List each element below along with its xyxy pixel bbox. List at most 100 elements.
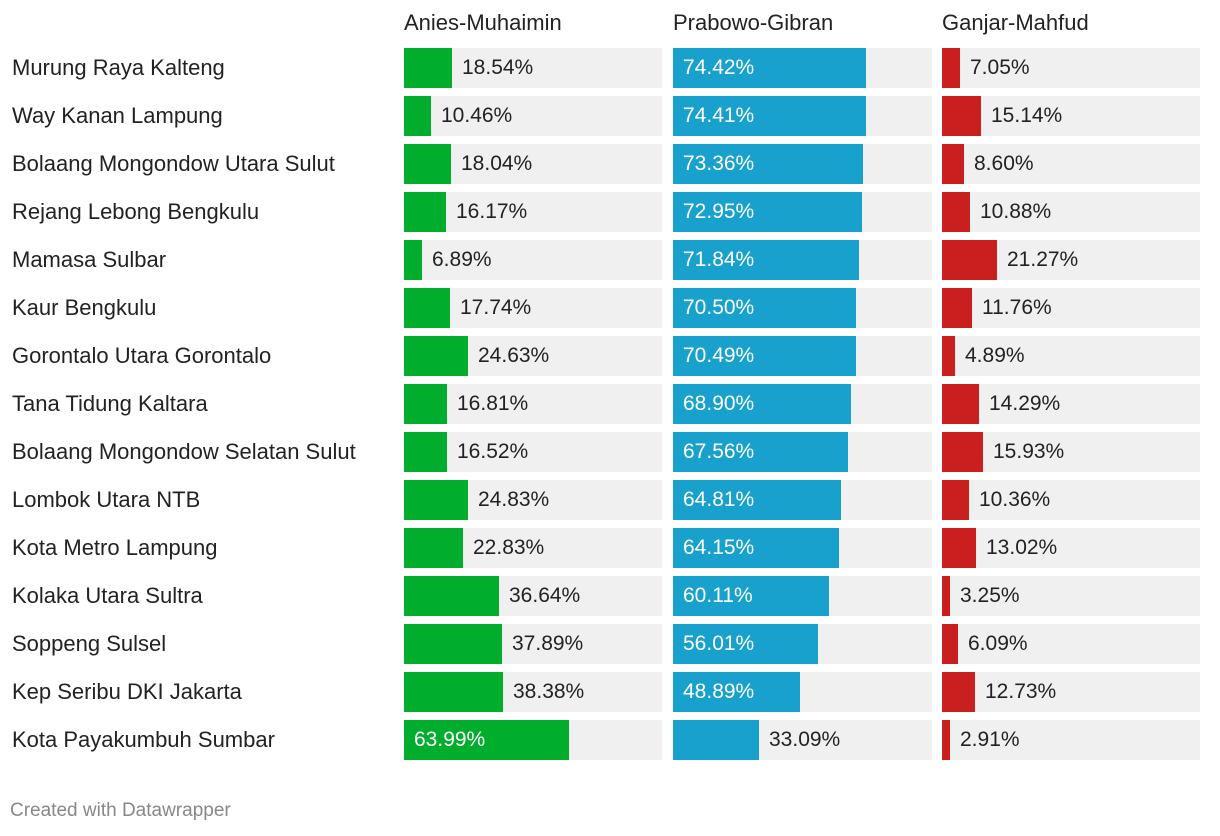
bar-prabowo-gibran xyxy=(673,192,862,232)
bar-anies-muhaimin xyxy=(404,192,446,232)
bar-ganjar-mahfud xyxy=(942,528,976,568)
bar-track-anies-muhaimin: 38.38% xyxy=(404,672,662,712)
value-label-anies-muhaimin: 18.54% xyxy=(462,56,534,79)
value-label-anies-muhaimin: 38.38% xyxy=(513,680,585,703)
bar-track-ganjar-mahfud: 15.14% xyxy=(942,96,1200,136)
bar-ganjar-mahfud xyxy=(942,96,981,136)
value-label-anies-muhaimin: 22.83% xyxy=(473,536,545,559)
bar-track-prabowo-gibran: 64.81% xyxy=(673,480,932,520)
bar-ganjar-mahfud xyxy=(942,432,983,472)
bar-prabowo-gibran xyxy=(673,624,818,664)
value-label-ganjar-mahfud: 3.25% xyxy=(960,584,1020,607)
value-label-prabowo-gibran: 64.15% xyxy=(683,536,755,559)
bar-ganjar-mahfud xyxy=(942,624,958,664)
bar-track-anies-muhaimin: 16.52% xyxy=(404,432,662,472)
bar-track-prabowo-gibran: 56.01% xyxy=(673,624,932,664)
bar-track-ganjar-mahfud: 2.91% xyxy=(942,720,1200,760)
bar-anies-muhaimin xyxy=(404,288,450,328)
bar-track-ganjar-mahfud: 3.25% xyxy=(942,576,1200,616)
bar-ganjar-mahfud xyxy=(942,336,955,376)
table-row: Murung Raya Kalteng 18.54% 74.42% 7.05% xyxy=(0,48,1220,88)
region-label: Murung Raya Kalteng xyxy=(12,55,225,80)
bar-track-ganjar-mahfud: 6.09% xyxy=(942,624,1200,664)
bar-anies-muhaimin xyxy=(404,672,503,712)
table-row: Kaur Bengkulu 17.74% 70.50% 11.76% xyxy=(0,288,1220,328)
bar-anies-muhaimin xyxy=(404,384,447,424)
region-label: Gorontalo Utara Gorontalo xyxy=(12,343,272,368)
bar-track-ganjar-mahfud: 11.76% xyxy=(942,288,1200,328)
value-label-prabowo-gibran: 70.50% xyxy=(683,296,755,319)
value-label-anies-muhaimin: 16.52% xyxy=(457,440,529,463)
bar-prabowo-gibran xyxy=(673,384,851,424)
bar-prabowo-gibran xyxy=(673,48,866,88)
region-label: Rejang Lebong Bengkulu xyxy=(12,199,260,224)
column-header-anies-muhaimin: Anies-Muhaimin xyxy=(404,10,562,35)
bar-ganjar-mahfud xyxy=(942,144,964,184)
bar-track-anies-muhaimin: 36.64% xyxy=(404,576,662,616)
datawrapper-credit: Created with Datawrapper xyxy=(10,800,231,821)
bar-track-anies-muhaimin: 24.63% xyxy=(404,336,662,376)
region-label: Kota Metro Lampung xyxy=(12,535,218,560)
bar-track-prabowo-gibran: 74.42% xyxy=(673,48,932,88)
value-label-anies-muhaimin: 24.63% xyxy=(478,344,550,367)
region-label: Kaur Bengkulu xyxy=(12,295,157,320)
bar-prabowo-gibran xyxy=(673,672,800,712)
bar-anies-muhaimin xyxy=(404,48,452,88)
bar-prabowo-gibran xyxy=(673,720,759,760)
bar-track-ganjar-mahfud: 7.05% xyxy=(942,48,1200,88)
value-label-ganjar-mahfud: 6.09% xyxy=(968,632,1028,655)
value-label-ganjar-mahfud: 7.05% xyxy=(970,56,1030,79)
bar-anies-muhaimin xyxy=(404,432,447,472)
bar-track-prabowo-gibran: 73.36% xyxy=(673,144,932,184)
bar-track-ganjar-mahfud: 8.60% xyxy=(942,144,1200,184)
value-label-ganjar-mahfud: 21.27% xyxy=(1007,248,1079,271)
value-label-ganjar-mahfud: 15.93% xyxy=(993,440,1065,463)
bar-anies-muhaimin xyxy=(404,96,431,136)
table-row: Kota Payakumbuh Sumbar 63.99% 33.09% 2.91% xyxy=(0,720,1220,760)
value-label-ganjar-mahfud: 12.73% xyxy=(985,680,1057,703)
bar-track-anies-muhaimin: 17.74% xyxy=(404,288,662,328)
value-label-prabowo-gibran: 68.90% xyxy=(683,392,755,415)
value-label-prabowo-gibran: 72.95% xyxy=(683,200,755,223)
value-label-prabowo-gibran: 33.09% xyxy=(769,728,841,751)
bar-prabowo-gibran xyxy=(673,480,841,520)
value-label-ganjar-mahfud: 10.88% xyxy=(980,200,1052,223)
table-row: Bolaang Mongondow Utara Sulut 18.04% 73.36… xyxy=(0,144,1220,184)
value-label-ganjar-mahfud: 11.76% xyxy=(982,296,1052,319)
value-label-ganjar-mahfud: 14.29% xyxy=(989,392,1061,415)
table-row: Kota Metro Lampung 22.83% 64.15% 13.02% xyxy=(0,528,1220,568)
value-label-prabowo-gibran: 71.84% xyxy=(683,248,755,271)
bar-track-anies-muhaimin: 10.46% xyxy=(404,96,662,136)
bar-track-prabowo-gibran: 48.89% xyxy=(673,672,932,712)
value-label-anies-muhaimin: 24.83% xyxy=(478,488,550,511)
bar-track-prabowo-gibran: 74.41% xyxy=(673,96,932,136)
bar-ganjar-mahfud xyxy=(942,672,975,712)
bar-anies-muhaimin xyxy=(404,336,468,376)
region-label: Kep Seribu DKI Jakarta xyxy=(12,679,242,704)
value-label-anies-muhaimin: 37.89% xyxy=(512,632,584,655)
column-header-prabowo-gibran: Prabowo-Gibran xyxy=(673,10,834,35)
bar-anies-muhaimin xyxy=(404,528,463,568)
bar-track-prabowo-gibran: 72.95% xyxy=(673,192,932,232)
bar-anies-muhaimin xyxy=(404,480,468,520)
region-label: Kota Payakumbuh Sumbar xyxy=(12,727,275,752)
region-label: Kolaka Utara Sultra xyxy=(12,583,203,608)
value-label-prabowo-gibran: 70.49% xyxy=(683,344,755,367)
value-label-anies-muhaimin: 36.64% xyxy=(509,584,581,607)
bar-ganjar-mahfud xyxy=(942,480,969,520)
value-label-ganjar-mahfud: 2.91% xyxy=(960,728,1020,751)
bar-track-ganjar-mahfud: 15.93% xyxy=(942,432,1200,472)
value-label-prabowo-gibran: 48.89% xyxy=(683,680,755,703)
bar-track-prabowo-gibran: 33.09% xyxy=(673,720,932,760)
value-label-prabowo-gibran: 67.56% xyxy=(683,440,755,463)
value-label-anies-muhaimin: 17.74% xyxy=(460,296,532,319)
table-row: Gorontalo Utara Gorontalo 24.63% 70.49% 4.8… xyxy=(0,336,1220,376)
value-label-ganjar-mahfud: 13.02% xyxy=(986,536,1058,559)
value-label-ganjar-mahfud: 4.89% xyxy=(965,344,1025,367)
bar-prabowo-gibran xyxy=(673,288,856,328)
table-row: Kep Seribu DKI Jakarta 38.38% 48.89% 12.73% xyxy=(0,672,1220,712)
region-label: Bolaang Mongondow Selatan Sulut xyxy=(12,439,356,464)
bar-track-prabowo-gibran: 60.11% xyxy=(673,576,932,616)
bar-track-prabowo-gibran: 70.50% xyxy=(673,288,932,328)
bar-track-ganjar-mahfud: 10.36% xyxy=(942,480,1200,520)
